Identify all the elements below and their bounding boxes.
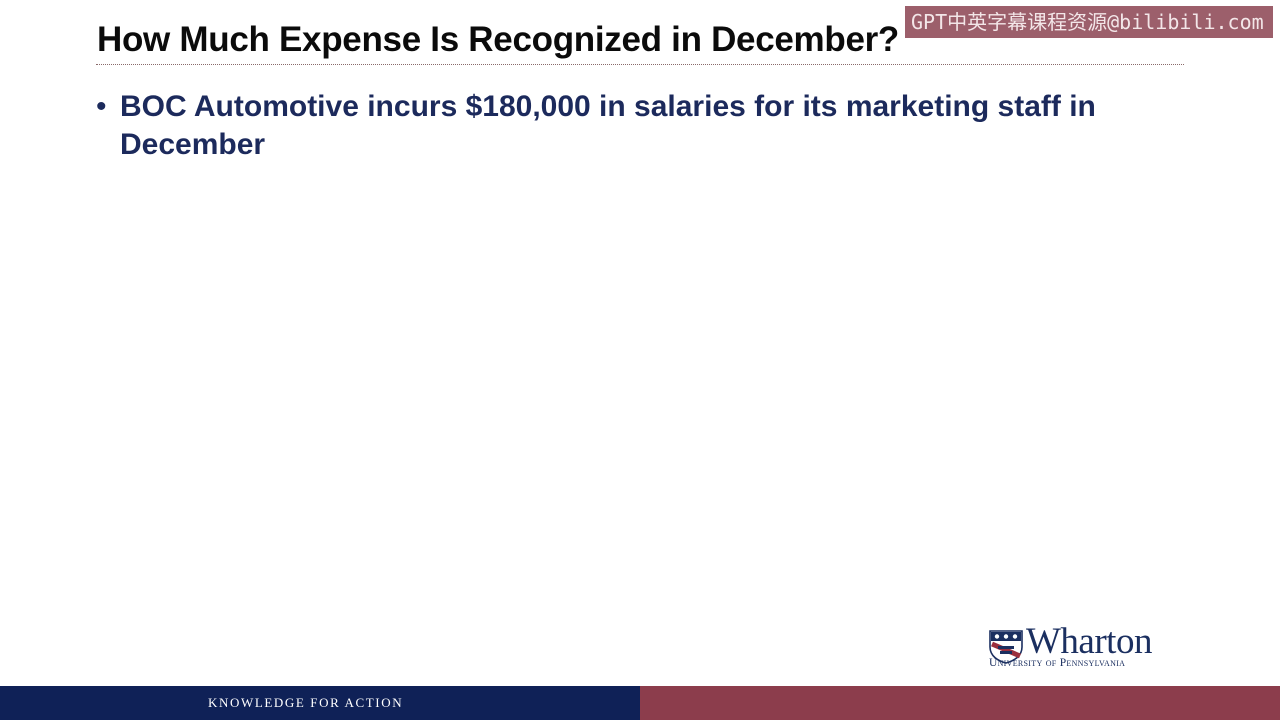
slide-title: How Much Expense Is Recognized in Decemb… [97,20,900,59]
title-divider [96,64,1184,65]
footer-tagline: KNOWLEDGE FOR ACTION [208,695,404,710]
footer-bar-navy: KNOWLEDGE FOR ACTION [0,686,640,720]
watermark-banner: GPT中英字幕课程资源@bilibili.com [905,6,1273,38]
logo-wordmark: Wharton [1026,621,1152,662]
shield-icon [989,630,1023,664]
bullet-marker: • [96,90,107,123]
bullet-list: • BOC Automotive incurs $180,000 in sala… [96,88,1186,164]
footer-bar-maroon [640,686,1280,720]
wharton-logo: Wharton University of Pennsylvania [988,622,1198,674]
bullet-item: • BOC Automotive incurs $180,000 in sala… [96,88,1186,164]
logo-subtitle: University of Pennsylvania [989,657,1126,669]
bullet-text: BOC Automotive incurs $180,000 in salari… [120,90,1096,161]
